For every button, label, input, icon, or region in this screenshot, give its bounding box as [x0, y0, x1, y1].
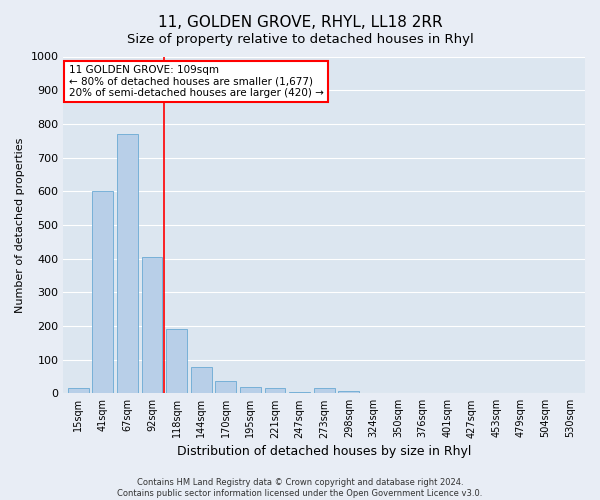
Bar [166, 330, 187, 394]
Text: Size of property relative to detached houses in Rhyl: Size of property relative to detached ho… [127, 32, 473, 46]
Y-axis label: Number of detached properties: Number of detached properties [15, 137, 25, 312]
Bar [215, 380, 236, 394]
Bar [265, 388, 286, 394]
Bar [338, 390, 359, 394]
Bar [191, 367, 212, 394]
Bar [92, 191, 113, 394]
Bar [68, 388, 89, 394]
Bar [117, 134, 138, 394]
Bar [314, 388, 335, 394]
X-axis label: Distribution of detached houses by size in Rhyl: Distribution of detached houses by size … [177, 444, 472, 458]
Text: Contains HM Land Registry data © Crown copyright and database right 2024.
Contai: Contains HM Land Registry data © Crown c… [118, 478, 482, 498]
Text: 11, GOLDEN GROVE, RHYL, LL18 2RR: 11, GOLDEN GROVE, RHYL, LL18 2RR [158, 15, 442, 30]
Bar [142, 257, 163, 394]
Bar [240, 388, 261, 394]
Bar [289, 392, 310, 394]
Text: 11 GOLDEN GROVE: 109sqm
← 80% of detached houses are smaller (1,677)
20% of semi: 11 GOLDEN GROVE: 109sqm ← 80% of detache… [68, 65, 323, 98]
